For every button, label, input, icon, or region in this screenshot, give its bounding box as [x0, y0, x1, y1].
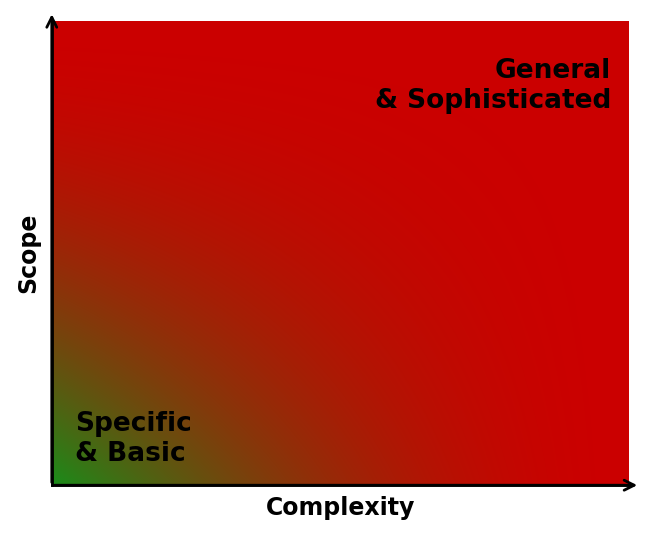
Y-axis label: Scope: Scope: [17, 213, 40, 293]
Text: General
& Sophisticated: General & Sophisticated: [375, 58, 611, 114]
X-axis label: Complexity: Complexity: [266, 496, 415, 520]
Text: Specific
& Basic: Specific & Basic: [75, 411, 191, 467]
